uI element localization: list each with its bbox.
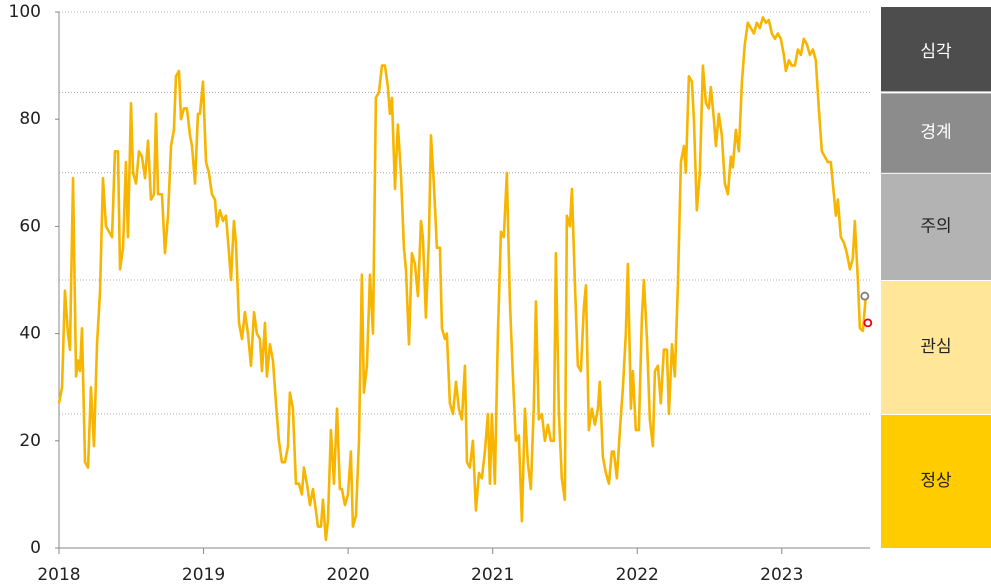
band-label: 정상 — [920, 471, 952, 491]
x-tick-label: 2023 — [760, 565, 803, 585]
x-tick-label: 2018 — [37, 565, 80, 585]
band-label: 경계 — [920, 123, 951, 143]
y-tick-label: 40 — [19, 324, 41, 344]
band-label: 주의 — [920, 216, 951, 236]
x-tick-label: 2020 — [326, 565, 369, 585]
band — [881, 7, 991, 92]
band-label: 심각 — [920, 42, 952, 62]
end-marker — [860, 291, 870, 301]
line — [57, 16, 868, 542]
band-label: 관심 — [920, 337, 951, 357]
x-tick-label: 2019 — [182, 565, 225, 585]
y-tick-label: 0 — [30, 538, 41, 558]
band — [881, 281, 991, 414]
x-tick-label: 2022 — [616, 565, 659, 585]
y-tick-label: 100 — [9, 2, 41, 22]
band — [881, 173, 991, 280]
end-marker — [863, 318, 873, 328]
y-tick-label: 80 — [19, 109, 41, 129]
y-tick-label: 60 — [19, 216, 41, 236]
band — [881, 93, 991, 173]
x-tick-label: 2021 — [471, 565, 514, 585]
y-tick-label: 20 — [19, 431, 41, 451]
band — [881, 415, 991, 548]
